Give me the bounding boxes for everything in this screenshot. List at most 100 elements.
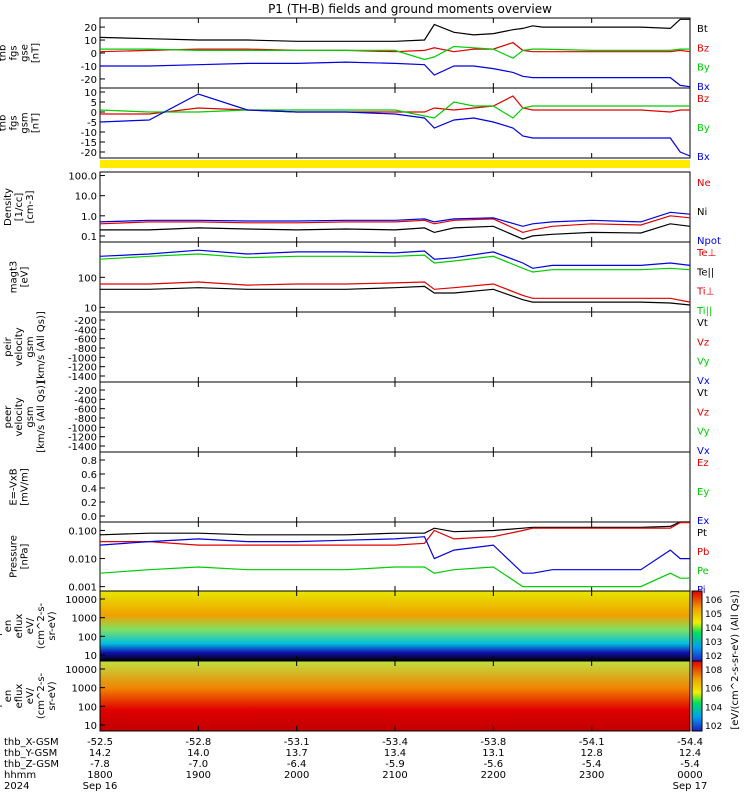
y-label-line: [eV] <box>20 267 31 288</box>
series-Pt <box>99 521 690 536</box>
y-tick-label: 100 <box>78 273 97 284</box>
y-label-line: en <box>3 690 14 703</box>
y-tick-label: 10 <box>84 721 97 732</box>
y-tick-label: 0.010 <box>68 555 97 566</box>
y-tick-label: -5 <box>87 118 97 129</box>
y-label-line: [km/s (All Qs)] <box>36 381 47 453</box>
y-axis-label: thb peer velocity gsm [km/s (All Qs)] <box>0 381 47 453</box>
y-tick-label: 10000 <box>65 595 97 606</box>
legend-label: Pb <box>697 547 709 558</box>
y-tick-label: 0.2 <box>81 498 97 509</box>
series-Pe <box>99 566 690 588</box>
y-axis-label: Pressure [nPa] <box>9 535 31 578</box>
legend-label: By <box>697 123 710 134</box>
colorbar-peer_eflux <box>691 660 703 732</box>
x-tick-y: 13.1 <box>482 748 504 759</box>
y-tick-label: 1000 <box>72 614 97 625</box>
y-label-line: eV/ <box>25 687 36 704</box>
legend-label: Ti⊥ <box>696 287 714 298</box>
panel-frame <box>99 451 691 523</box>
y-label-line: eflux <box>14 684 25 709</box>
y-axis-label: thb peir velocity gsm [km/s (All Qs)] <box>0 311 47 383</box>
colorbar-label-text: [eV/(cm^2-s-sr-eV) (All Qs)] <box>730 590 741 729</box>
y-tick-label: -200 <box>74 316 97 327</box>
x-tick-z: -7.0 <box>189 759 209 770</box>
series-Te|| <box>100 285 691 306</box>
x-tick-t: 1800 <box>87 770 112 781</box>
x-tick-x: -53.4 <box>382 737 408 748</box>
colorbar-tick-label: 106 <box>705 685 722 695</box>
colorbar-peir_eflux <box>691 590 703 662</box>
colorbar-tick-label: 104 <box>705 703 722 713</box>
y-label-line: (cm^2-s- <box>36 602 47 649</box>
series-Bx <box>99 93 691 157</box>
y-label-line: peir <box>0 615 3 635</box>
legend-label: Te⊥ <box>696 248 716 259</box>
y-tick-label: 0.0 <box>81 512 97 523</box>
y-tick-label: 0 <box>91 108 97 119</box>
y-tick-label: 0.8 <box>81 456 97 467</box>
y-axis-label: Density [1/cc] [cm-3] <box>3 188 36 226</box>
y-tick-label: 100.0 <box>68 172 97 183</box>
y-label-line: eV/ <box>25 617 36 634</box>
legend-label: Bt <box>697 24 708 35</box>
y-label-line: fgs <box>9 45 20 60</box>
x-tick-y: 12.8 <box>581 748 603 759</box>
y-axis-label: magt3 [eV] <box>9 261 31 294</box>
y-tick-label: -1000 <box>68 353 97 364</box>
y-label-line: velocity <box>14 397 25 436</box>
series-By <box>100 45 690 61</box>
y-axis-label: thb fgs gsm [nT] <box>0 112 42 133</box>
x-tick-d: Sep 17 <box>673 781 708 792</box>
colorbar-tick-label: 106 <box>705 596 722 606</box>
y-label-line: magt3 <box>9 261 20 294</box>
y-label-line: [1/cc] <box>14 193 25 222</box>
x-tick-z: -5.9 <box>385 759 405 770</box>
y-axis-label: thbpeerenefluxeV/(cm^2-s-sr-eV) <box>0 672 58 719</box>
y-label-line: gse <box>20 44 31 62</box>
colorbar-tick-label: 102 <box>705 722 722 732</box>
plot-title: P1 (TH-B) fields and ground moments over… <box>268 2 552 16</box>
x-tick-y: 13.7 <box>286 748 308 759</box>
y-label-line: peir <box>3 336 14 356</box>
y-label-line: [cm-3] <box>25 190 36 223</box>
panel-frame <box>99 171 691 243</box>
y-tick-label: 10.0 <box>75 192 97 203</box>
colorbar-tick-label: 104 <box>705 624 722 634</box>
y-tick-label: -1200 <box>68 363 97 374</box>
y-label-line: thb <box>0 409 3 426</box>
x-tick-x: -52.5 <box>87 737 113 748</box>
x-tick-z: -5.4 <box>582 759 602 770</box>
y-label-line: gsm <box>20 112 31 133</box>
quality-flag-bar <box>100 160 690 168</box>
legend-label: Ne <box>697 178 711 189</box>
x-tick-t: 2200 <box>481 770 506 781</box>
x-row-label: thb_X-GSM <box>4 737 59 748</box>
y-tick-label: -600 <box>74 405 97 416</box>
legend-label: Bz <box>697 43 709 54</box>
x-row-label: thb_Z-GSM <box>4 759 59 770</box>
y-label-line: sr-eV) <box>47 681 58 710</box>
x-tick-z: -7.8 <box>90 759 110 770</box>
series-Bx <box>100 61 691 88</box>
y-tick-label: 10 <box>84 88 97 99</box>
series-Pb <box>100 521 690 546</box>
x-tick-y: 13.4 <box>384 748 406 759</box>
y-label-line: [mV/m] <box>20 468 31 506</box>
legend-label: Npot <box>697 236 721 247</box>
y-tick-label: -400 <box>74 325 97 336</box>
panel-frame <box>99 311 691 383</box>
series-Ni <box>100 223 691 240</box>
y-label-line: velocity <box>14 327 25 366</box>
spectrogram-peir_eflux <box>100 591 690 661</box>
panel-frame <box>99 87 691 159</box>
y-tick-label: -15 <box>81 138 97 149</box>
legend-label: By <box>697 63 710 74</box>
series-Te⊥ <box>100 281 691 303</box>
x-tick-x: -54.4 <box>677 737 703 748</box>
x-tick-y: 14.2 <box>89 748 111 759</box>
series-Bz <box>99 41 691 53</box>
y-tick-label: -1200 <box>68 433 97 444</box>
y-tick-label: 100 <box>78 702 97 713</box>
